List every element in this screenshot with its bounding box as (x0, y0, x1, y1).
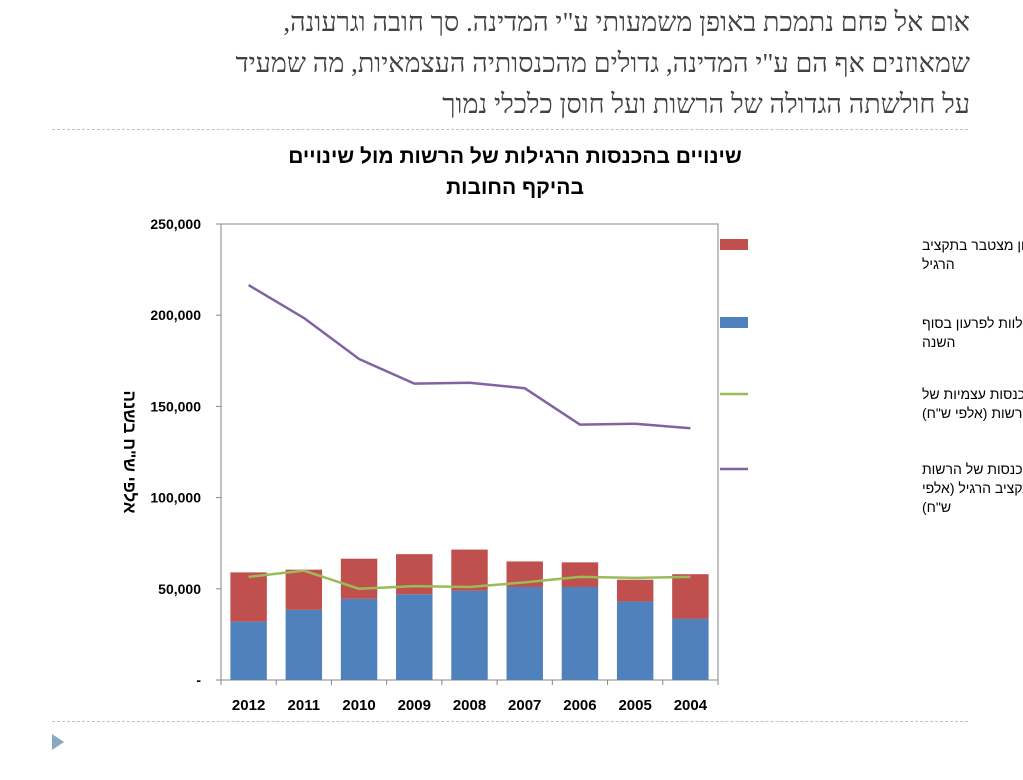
legend-label-loans: השנה (922, 334, 955, 350)
bar-deficit (561, 562, 599, 587)
legend-label-own_income: הכנסות עצמיות של (922, 386, 1023, 402)
x-tick-label: 2009 (398, 697, 431, 714)
top-separator (52, 129, 968, 130)
y-tick-label: 50,000 (158, 581, 201, 597)
bar-loans (616, 601, 654, 680)
slide-heading: אום אל פחם נתמכת באופן משמעותי ע"י המדינ… (40, 2, 970, 125)
y-tick-label: 250,000 (150, 216, 201, 232)
x-tick-label: 2010 (342, 697, 375, 714)
bottom-separator (52, 721, 968, 722)
line-total_income (247, 284, 691, 430)
x-tick-label: 2011 (288, 697, 321, 714)
x-tick-label: 2007 (508, 697, 541, 714)
legend-label-total_income: ש"ח) (922, 499, 951, 515)
legend-label-total_income: סה"כ הכנסות של הרשות (922, 461, 1023, 477)
legend-label-deficit: גרעון מצטבר בתקציב (922, 237, 1023, 253)
y-tick-label: 100,000 (150, 490, 201, 506)
x-tick-label: 2005 (618, 697, 651, 714)
chart-bars (230, 549, 709, 680)
line-own_income (248, 569, 691, 591)
chart-title: שינויים בהכנסות הרגילות של הרשות מול שינ… (288, 145, 742, 199)
chart-axes: - 50,000 100,000 150,000 200,000 250,000 2012 2… (120, 216, 719, 714)
slide-bullet-icon (52, 734, 64, 750)
x-tick-label: 2006 (563, 697, 596, 714)
y-tick-label: 150,000 (150, 398, 201, 414)
legend-label-deficit: הרגיל (922, 256, 955, 272)
legend-label-total_income: מן התקציב הרגיל (אלפי (922, 480, 1023, 496)
heading-line: על חולשתה הגדולה של הרשות ועל חוסן כלכלי… (442, 89, 970, 119)
legend-label-loans: עומס מלוות לפרעון בסוף (922, 315, 1023, 331)
x-tick-label: 2008 (453, 697, 486, 714)
bar-loans (451, 590, 488, 680)
bar-deficit (340, 558, 378, 599)
bar-loans (672, 618, 709, 680)
legend-swatch-deficit (720, 239, 748, 250)
y-tick-label: 200,000 (150, 307, 201, 323)
y-axis-label: אלפי ש"ח בשנה (120, 391, 139, 514)
bar-loans (396, 594, 433, 680)
bar-deficit (451, 549, 488, 591)
legend-swatch-loans (720, 317, 748, 328)
y-tick-label: - (196, 672, 201, 688)
chart-title-line: שינויים בהכנסות הרגילות של הרשות מול שינ… (288, 145, 742, 168)
bar-deficit (396, 554, 433, 595)
heading-line: שמאוזנים אף הם ע"י המדינה, גדולים מהכנסו… (235, 48, 970, 78)
legend-label-own_income: הרשות (אלפי ש"ח) (922, 405, 1023, 421)
bar-loans (561, 586, 599, 680)
bar-loans (506, 586, 543, 680)
heading-line: אום אל פחם נתמכת באופן משמעותי ע"י המדינ… (283, 7, 970, 37)
bar-loans (340, 598, 378, 680)
bar-loans (285, 609, 323, 680)
chart-legend: גרעון מצטבר בתקציב הרגיל עומס מלוות לפרעון… (720, 237, 1023, 515)
chart-title-line: בהיקף החובות (446, 176, 584, 199)
x-tick-label: 2004 (674, 697, 708, 714)
bar-deficit (285, 569, 323, 610)
chart-lines (247, 284, 691, 591)
bar-deficit (230, 572, 267, 622)
bar-deficit (616, 579, 654, 602)
x-tick-label: 2012 (232, 697, 265, 714)
bar-deficit (672, 574, 709, 619)
bar-loans (230, 621, 267, 680)
